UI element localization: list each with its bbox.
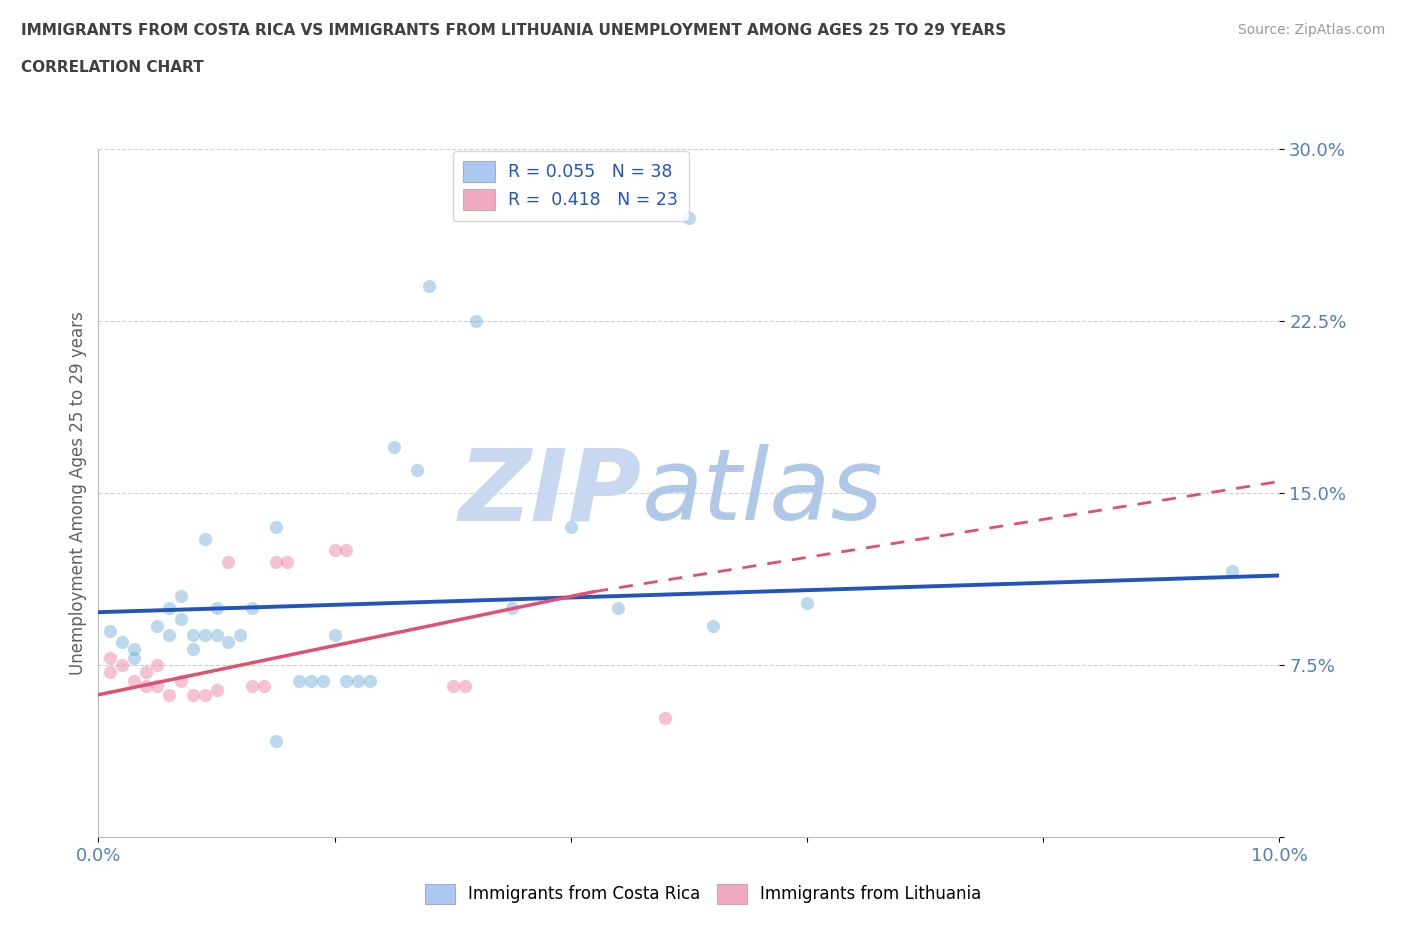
Point: [217, 554, 239, 569]
Point: [406, 462, 429, 477]
Point: [382, 440, 405, 455]
Point: [217, 634, 239, 649]
Point: [288, 673, 311, 688]
Text: ZIP: ZIP: [458, 445, 641, 541]
Point: [122, 651, 145, 666]
Point: [146, 678, 169, 693]
Point: [264, 520, 287, 535]
Point: [194, 687, 217, 702]
Point: [135, 678, 157, 693]
Point: [796, 595, 818, 610]
Point: [181, 642, 204, 657]
Point: [135, 664, 157, 679]
Point: [1220, 564, 1243, 578]
Point: [111, 658, 134, 672]
Text: atlas: atlas: [641, 445, 883, 541]
Point: [323, 543, 346, 558]
Text: CORRELATION CHART: CORRELATION CHART: [21, 60, 204, 75]
Point: [253, 678, 276, 693]
Point: [170, 612, 193, 627]
Point: [441, 678, 464, 693]
Point: [229, 628, 252, 643]
Point: [98, 623, 121, 638]
Point: [654, 711, 676, 725]
Point: [205, 683, 228, 698]
Point: [702, 618, 724, 633]
Point: [299, 673, 322, 688]
Point: [98, 651, 121, 666]
Point: [157, 628, 180, 643]
Legend: Immigrants from Costa Rica, Immigrants from Lithuania: Immigrants from Costa Rica, Immigrants f…: [416, 875, 990, 912]
Point: [359, 673, 381, 688]
Y-axis label: Unemployment Among Ages 25 to 29 years: Unemployment Among Ages 25 to 29 years: [69, 311, 87, 675]
Legend: R = 0.055   N = 38, R =  0.418   N = 23: R = 0.055 N = 38, R = 0.418 N = 23: [453, 151, 689, 220]
Point: [122, 673, 145, 688]
Point: [111, 634, 134, 649]
Point: [194, 531, 217, 546]
Text: Source: ZipAtlas.com: Source: ZipAtlas.com: [1237, 23, 1385, 37]
Point: [194, 628, 217, 643]
Point: [157, 600, 180, 615]
Point: [323, 628, 346, 643]
Point: [264, 733, 287, 748]
Point: [678, 210, 700, 225]
Point: [181, 687, 204, 702]
Point: [335, 543, 357, 558]
Point: [560, 520, 582, 535]
Point: [501, 600, 523, 615]
Point: [240, 678, 263, 693]
Point: [205, 628, 228, 643]
Point: [607, 600, 630, 615]
Point: [146, 618, 169, 633]
Point: [240, 600, 263, 615]
Point: [335, 673, 357, 688]
Point: [418, 279, 440, 294]
Point: [122, 642, 145, 657]
Point: [312, 673, 335, 688]
Point: [170, 589, 193, 604]
Point: [276, 554, 298, 569]
Point: [347, 673, 370, 688]
Point: [264, 554, 287, 569]
Point: [181, 628, 204, 643]
Point: [157, 687, 180, 702]
Point: [98, 664, 121, 679]
Point: [205, 600, 228, 615]
Point: [453, 678, 475, 693]
Point: [170, 673, 193, 688]
Text: IMMIGRANTS FROM COSTA RICA VS IMMIGRANTS FROM LITHUANIA UNEMPLOYMENT AMONG AGES : IMMIGRANTS FROM COSTA RICA VS IMMIGRANTS…: [21, 23, 1007, 38]
Point: [465, 313, 488, 328]
Point: [146, 658, 169, 672]
